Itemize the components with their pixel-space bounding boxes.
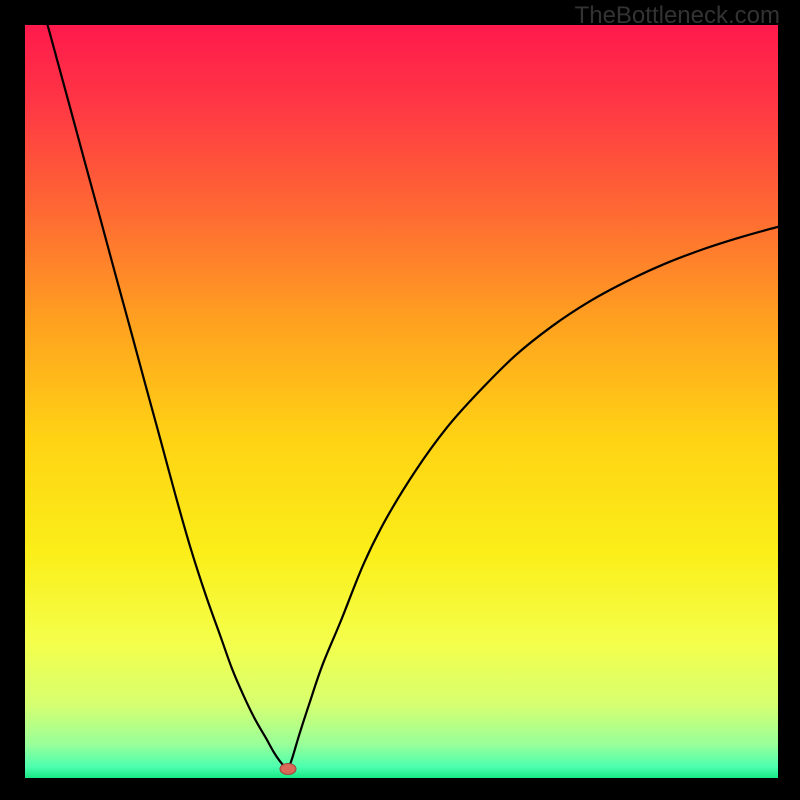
optimum-marker bbox=[280, 763, 297, 775]
gradient-background bbox=[25, 25, 778, 778]
chart-container: TheBottleneck.com bbox=[0, 0, 800, 800]
gradient-rect bbox=[25, 25, 778, 778]
plot-area bbox=[25, 25, 778, 778]
watermark-text: TheBottleneck.com bbox=[575, 2, 780, 30]
